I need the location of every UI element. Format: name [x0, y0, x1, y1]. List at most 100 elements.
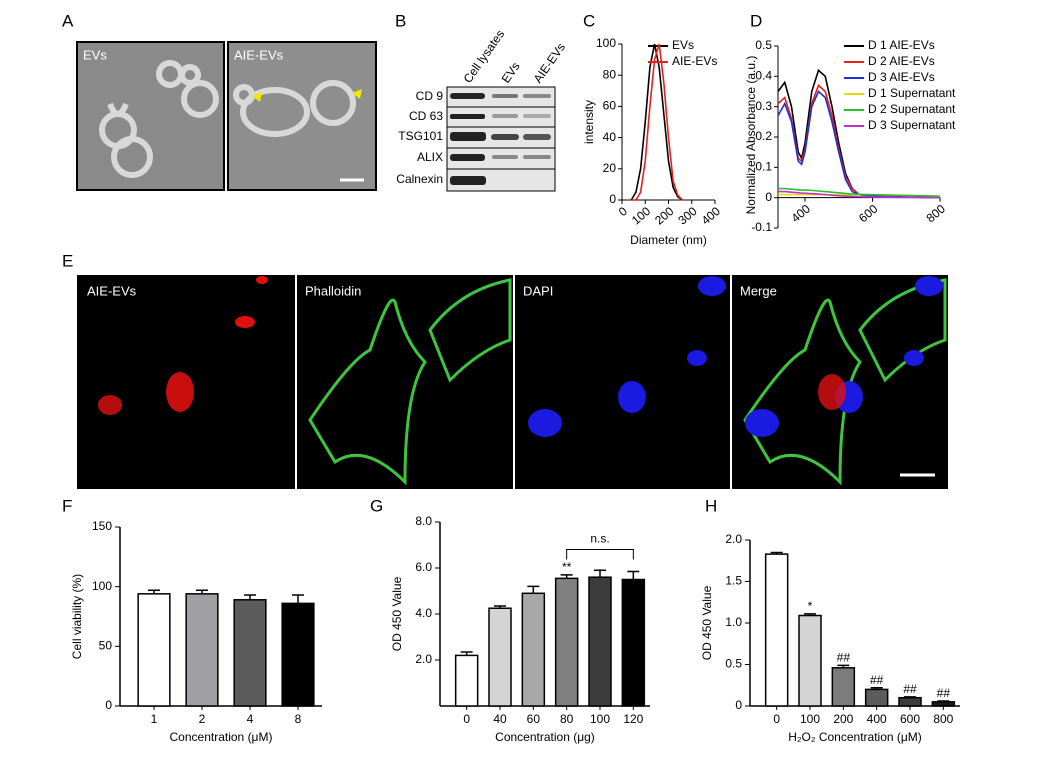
bar: [588, 576, 612, 707]
bar: [931, 701, 956, 707]
x-tick-label: 60: [527, 712, 541, 726]
line: [630, 43, 683, 201]
x-axis-label: Concentration (μM): [170, 730, 273, 744]
line: [777, 90, 941, 199]
x-tick-label: 4: [247, 712, 254, 726]
arrowhead: [352, 89, 362, 99]
panel-label: H: [705, 496, 717, 515]
nuclei: [528, 276, 943, 437]
x-tick-label: 800: [933, 712, 953, 726]
error-bar: [627, 570, 640, 580]
error-bar: [527, 585, 540, 594]
arrowhead: [252, 92, 262, 102]
y-tick-label: 0: [105, 698, 112, 712]
bar: [281, 602, 315, 707]
x-axis-label: H₂O₂ Concentration (μM): [788, 730, 922, 744]
error-bar: [804, 613, 816, 616]
red-signal: [818, 374, 846, 410]
image-label: EVs: [83, 47, 107, 62]
y-tick-label: 0.2: [755, 129, 772, 143]
error-bar: [460, 651, 473, 656]
x-axis-label: Concentration (μg): [495, 730, 595, 744]
x-tick-label: 100: [629, 204, 654, 228]
image-label: DAPI: [523, 283, 553, 298]
x-tick-label: 400: [867, 712, 887, 726]
legend-label: EVs: [672, 38, 694, 52]
y-tick-label: 8.0: [415, 514, 432, 528]
legend-label: D 2 AIE-EVs: [868, 54, 935, 68]
panel-label: A: [62, 11, 74, 30]
y-tick-label: 100: [596, 36, 616, 50]
legend-label: D 1 AIE-EVs: [868, 38, 935, 52]
legend-label: D 3 Supernatant: [868, 118, 956, 132]
y-tick-label: 6.0: [415, 560, 432, 574]
x-tick-label: 40: [493, 712, 507, 726]
annotation: ##: [837, 651, 851, 665]
y-tick-label: 80: [603, 67, 617, 81]
legend-label: D 1 Supernatant: [868, 86, 956, 100]
row-label: Calnexin: [396, 172, 443, 186]
bracket: [566, 548, 634, 560]
y-axis-label: OD 450 Value: [390, 576, 404, 651]
y-tick-label: 150: [92, 519, 112, 533]
error-bar: [244, 594, 256, 600]
image: [515, 275, 730, 489]
error-bar: [870, 686, 883, 690]
error-bar: [148, 589, 160, 594]
y-tick-label: 50: [99, 639, 113, 653]
annotation: ##: [870, 673, 884, 687]
annotation: ##: [937, 686, 951, 700]
bar: [764, 553, 789, 707]
error-bar: [494, 605, 506, 609]
error-bar: [904, 696, 916, 698]
bar: [488, 607, 512, 707]
row-dividers: [447, 106, 555, 170]
image-label: AIE-EVs: [87, 283, 137, 298]
y-tick-label: 0.4: [755, 69, 772, 83]
column-label: AIE-EVs: [531, 40, 568, 85]
image-label: AIE-EVs: [234, 47, 284, 62]
bar: [831, 667, 856, 707]
bar: [185, 593, 219, 707]
x-tick-label: 100: [800, 712, 820, 726]
y-tick-label: 100: [92, 579, 112, 593]
bar: [798, 614, 822, 707]
y-tick-label: 0: [735, 698, 742, 712]
x-tick-label: 2: [199, 712, 206, 726]
y-tick-label: 20: [603, 161, 617, 175]
row-label: CD 63: [409, 109, 443, 123]
panel-a: EVs AIE-EVs: [76, 41, 377, 191]
bar: [898, 696, 922, 707]
bar: [137, 593, 171, 707]
actin: [308, 278, 947, 486]
red-signal: [98, 276, 268, 415]
vesicles: [99, 60, 356, 178]
x-tick-label: 400: [789, 201, 814, 225]
annotation: *: [808, 599, 813, 613]
bar: [454, 654, 479, 707]
x-tick-label: 120: [623, 712, 643, 726]
error-bar: [837, 664, 850, 668]
y-tick-label: 2.0: [725, 532, 742, 546]
panel-label: G: [370, 496, 383, 515]
row-label: ALIX: [417, 150, 443, 164]
image-label: Phalloidin: [305, 283, 361, 298]
panel-b: [446, 86, 556, 192]
panel-e: AIE-EVs Phalloidin DAPI Merge: [77, 275, 948, 489]
y-tick-label: 4.0: [415, 606, 432, 620]
x-tick-label: 200: [833, 712, 853, 726]
y-axis-label: intensity: [582, 100, 596, 144]
error-bar: [560, 574, 573, 579]
y-tick-label: 60: [603, 99, 617, 113]
x-tick-label: 0: [463, 712, 470, 726]
error-bar: [292, 594, 304, 604]
y-tick-label: 1.5: [725, 574, 742, 588]
legend-label: D 2 Supernatant: [868, 102, 956, 116]
y-axis-label: Cell viability (%): [70, 574, 84, 659]
y-tick-label: 2.0: [415, 652, 432, 666]
error-bar: [594, 569, 606, 578]
x-tick-label: 300: [675, 204, 700, 228]
bar: [521, 592, 546, 707]
panel-label: E: [62, 251, 73, 270]
bar: [864, 688, 889, 707]
